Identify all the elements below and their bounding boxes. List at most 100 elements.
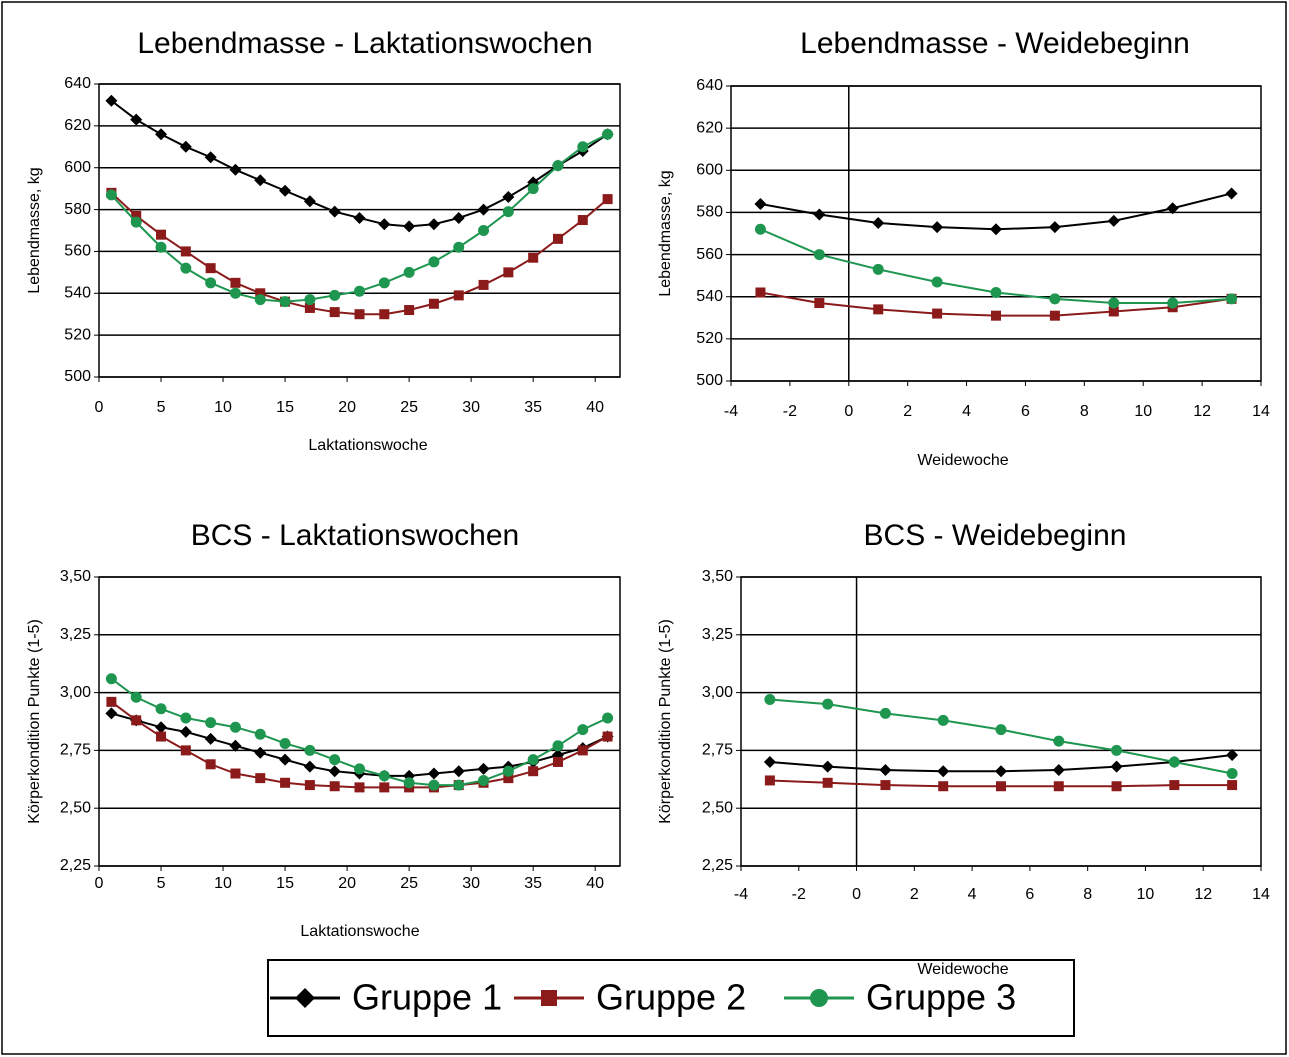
marker: [995, 724, 1007, 736]
marker: [204, 151, 217, 164]
y-axis-label: Körperkondition Punkte (1-5): [657, 619, 674, 824]
chart-title: BCS - Weidebeginn: [864, 519, 1127, 552]
y-tick-label: 2,50: [702, 799, 733, 816]
x-tick-label: 30: [462, 399, 480, 416]
marker: [813, 249, 825, 261]
marker: [996, 781, 1006, 792]
marker: [379, 782, 390, 793]
marker: [304, 294, 316, 306]
y-tick-label: 2,25: [702, 857, 733, 874]
marker: [230, 768, 241, 779]
y-tick-label: 540: [64, 285, 91, 302]
marker: [1226, 768, 1238, 780]
marker: [180, 262, 192, 274]
y-tick-label: 2,75: [60, 742, 91, 759]
x-tick-label: 30: [462, 875, 480, 892]
marker: [1108, 306, 1119, 317]
marker: [329, 289, 341, 301]
marker: [155, 721, 168, 734]
marker: [105, 94, 118, 107]
x-tick-label: 20: [338, 399, 356, 416]
x-tick-label: 0: [95, 875, 104, 892]
marker: [155, 241, 167, 253]
y-axis-label: Körperkondition Punkte (1-5): [26, 619, 43, 824]
marker: [577, 724, 589, 736]
marker: [131, 715, 142, 726]
marker: [304, 302, 315, 313]
y-tick-label: 620: [64, 117, 91, 134]
marker: [602, 712, 614, 724]
marker: [478, 774, 490, 786]
y-tick-label: 560: [696, 246, 723, 263]
marker: [754, 198, 767, 210]
marker: [229, 287, 241, 299]
marker: [1166, 202, 1179, 215]
marker: [1052, 764, 1065, 777]
marker: [477, 203, 490, 216]
y-tick-label: 3,50: [60, 568, 91, 585]
marker: [1226, 293, 1238, 305]
marker: [404, 305, 415, 316]
y-tick-label: 640: [696, 77, 723, 94]
x-tick-label: -2: [792, 886, 806, 903]
marker: [552, 160, 564, 172]
x-tick-label: 0: [95, 399, 104, 416]
marker: [280, 777, 291, 788]
marker: [552, 233, 563, 244]
marker: [1226, 749, 1239, 762]
marker: [528, 252, 539, 263]
marker: [427, 767, 440, 780]
marker: [428, 779, 440, 791]
marker: [1107, 214, 1120, 227]
marker: [503, 267, 514, 278]
marker: [1169, 780, 1180, 791]
x-tick-label: 0: [844, 403, 853, 420]
y-tick-label: 580: [696, 204, 723, 221]
marker: [279, 184, 292, 197]
marker: [453, 290, 464, 301]
legend-label: Gruppe 3: [866, 977, 1016, 1018]
marker: [254, 746, 267, 759]
marker: [602, 194, 613, 205]
marker: [179, 725, 192, 738]
legend-marker: [295, 988, 315, 1008]
marker: [205, 277, 217, 289]
x-tick-label: 8: [1080, 403, 1089, 420]
marker: [354, 763, 365, 775]
marker: [179, 140, 192, 153]
x-tick-label: 0: [852, 886, 861, 903]
marker: [822, 777, 833, 788]
marker: [229, 163, 242, 176]
plot-area: [98, 83, 621, 378]
marker: [577, 745, 588, 756]
marker: [180, 745, 191, 756]
marker: [205, 263, 216, 274]
x-tick-label: 35: [524, 875, 542, 892]
marker: [254, 174, 267, 187]
marker: [552, 740, 564, 752]
marker: [1110, 760, 1123, 773]
marker: [937, 765, 950, 778]
marker: [329, 754, 341, 766]
y-tick-label: 2,25: [60, 857, 91, 874]
x-tick-label: 5: [157, 399, 166, 416]
marker: [205, 759, 216, 770]
x-tick-label: 5: [157, 875, 166, 892]
marker: [872, 216, 885, 229]
x-tick-label: 10: [214, 875, 232, 892]
marker: [279, 737, 291, 749]
marker: [105, 673, 117, 685]
plot-area: [740, 576, 1262, 867]
marker: [873, 304, 884, 315]
y-tick-label: 2,75: [702, 742, 733, 759]
x-tick-label: 14: [1252, 403, 1270, 420]
x-tick-label: -4: [724, 403, 738, 420]
marker: [478, 279, 489, 290]
marker: [403, 266, 415, 278]
y-tick-label: 500: [64, 368, 91, 385]
x-axis-label: Weidewoche: [917, 452, 1008, 469]
marker: [328, 765, 341, 778]
marker: [329, 307, 340, 318]
marker: [156, 731, 167, 742]
marker: [602, 731, 613, 742]
